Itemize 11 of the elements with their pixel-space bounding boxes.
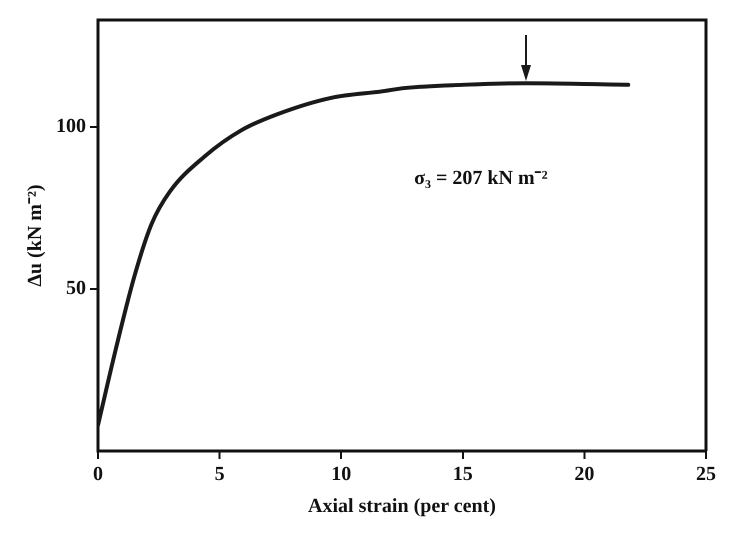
x-axis-title: Axial strain (per cent) xyxy=(308,495,496,518)
x-tick-label: 5 xyxy=(214,463,225,486)
x-tick-label: 10 xyxy=(331,463,352,486)
y-tick-label: 100 xyxy=(56,115,86,138)
x-tick-label: 15 xyxy=(452,463,473,486)
y-axis-title: Δu (kN m⁻²) xyxy=(24,184,46,287)
y-tick-label: 50 xyxy=(66,277,86,300)
x-tick-label: 0 xyxy=(93,463,103,486)
x-tick-label: 20 xyxy=(574,463,594,486)
x-tick-label: 25 xyxy=(696,463,716,486)
annotation: σ₃ = 207 kN m⁻² xyxy=(414,166,548,189)
